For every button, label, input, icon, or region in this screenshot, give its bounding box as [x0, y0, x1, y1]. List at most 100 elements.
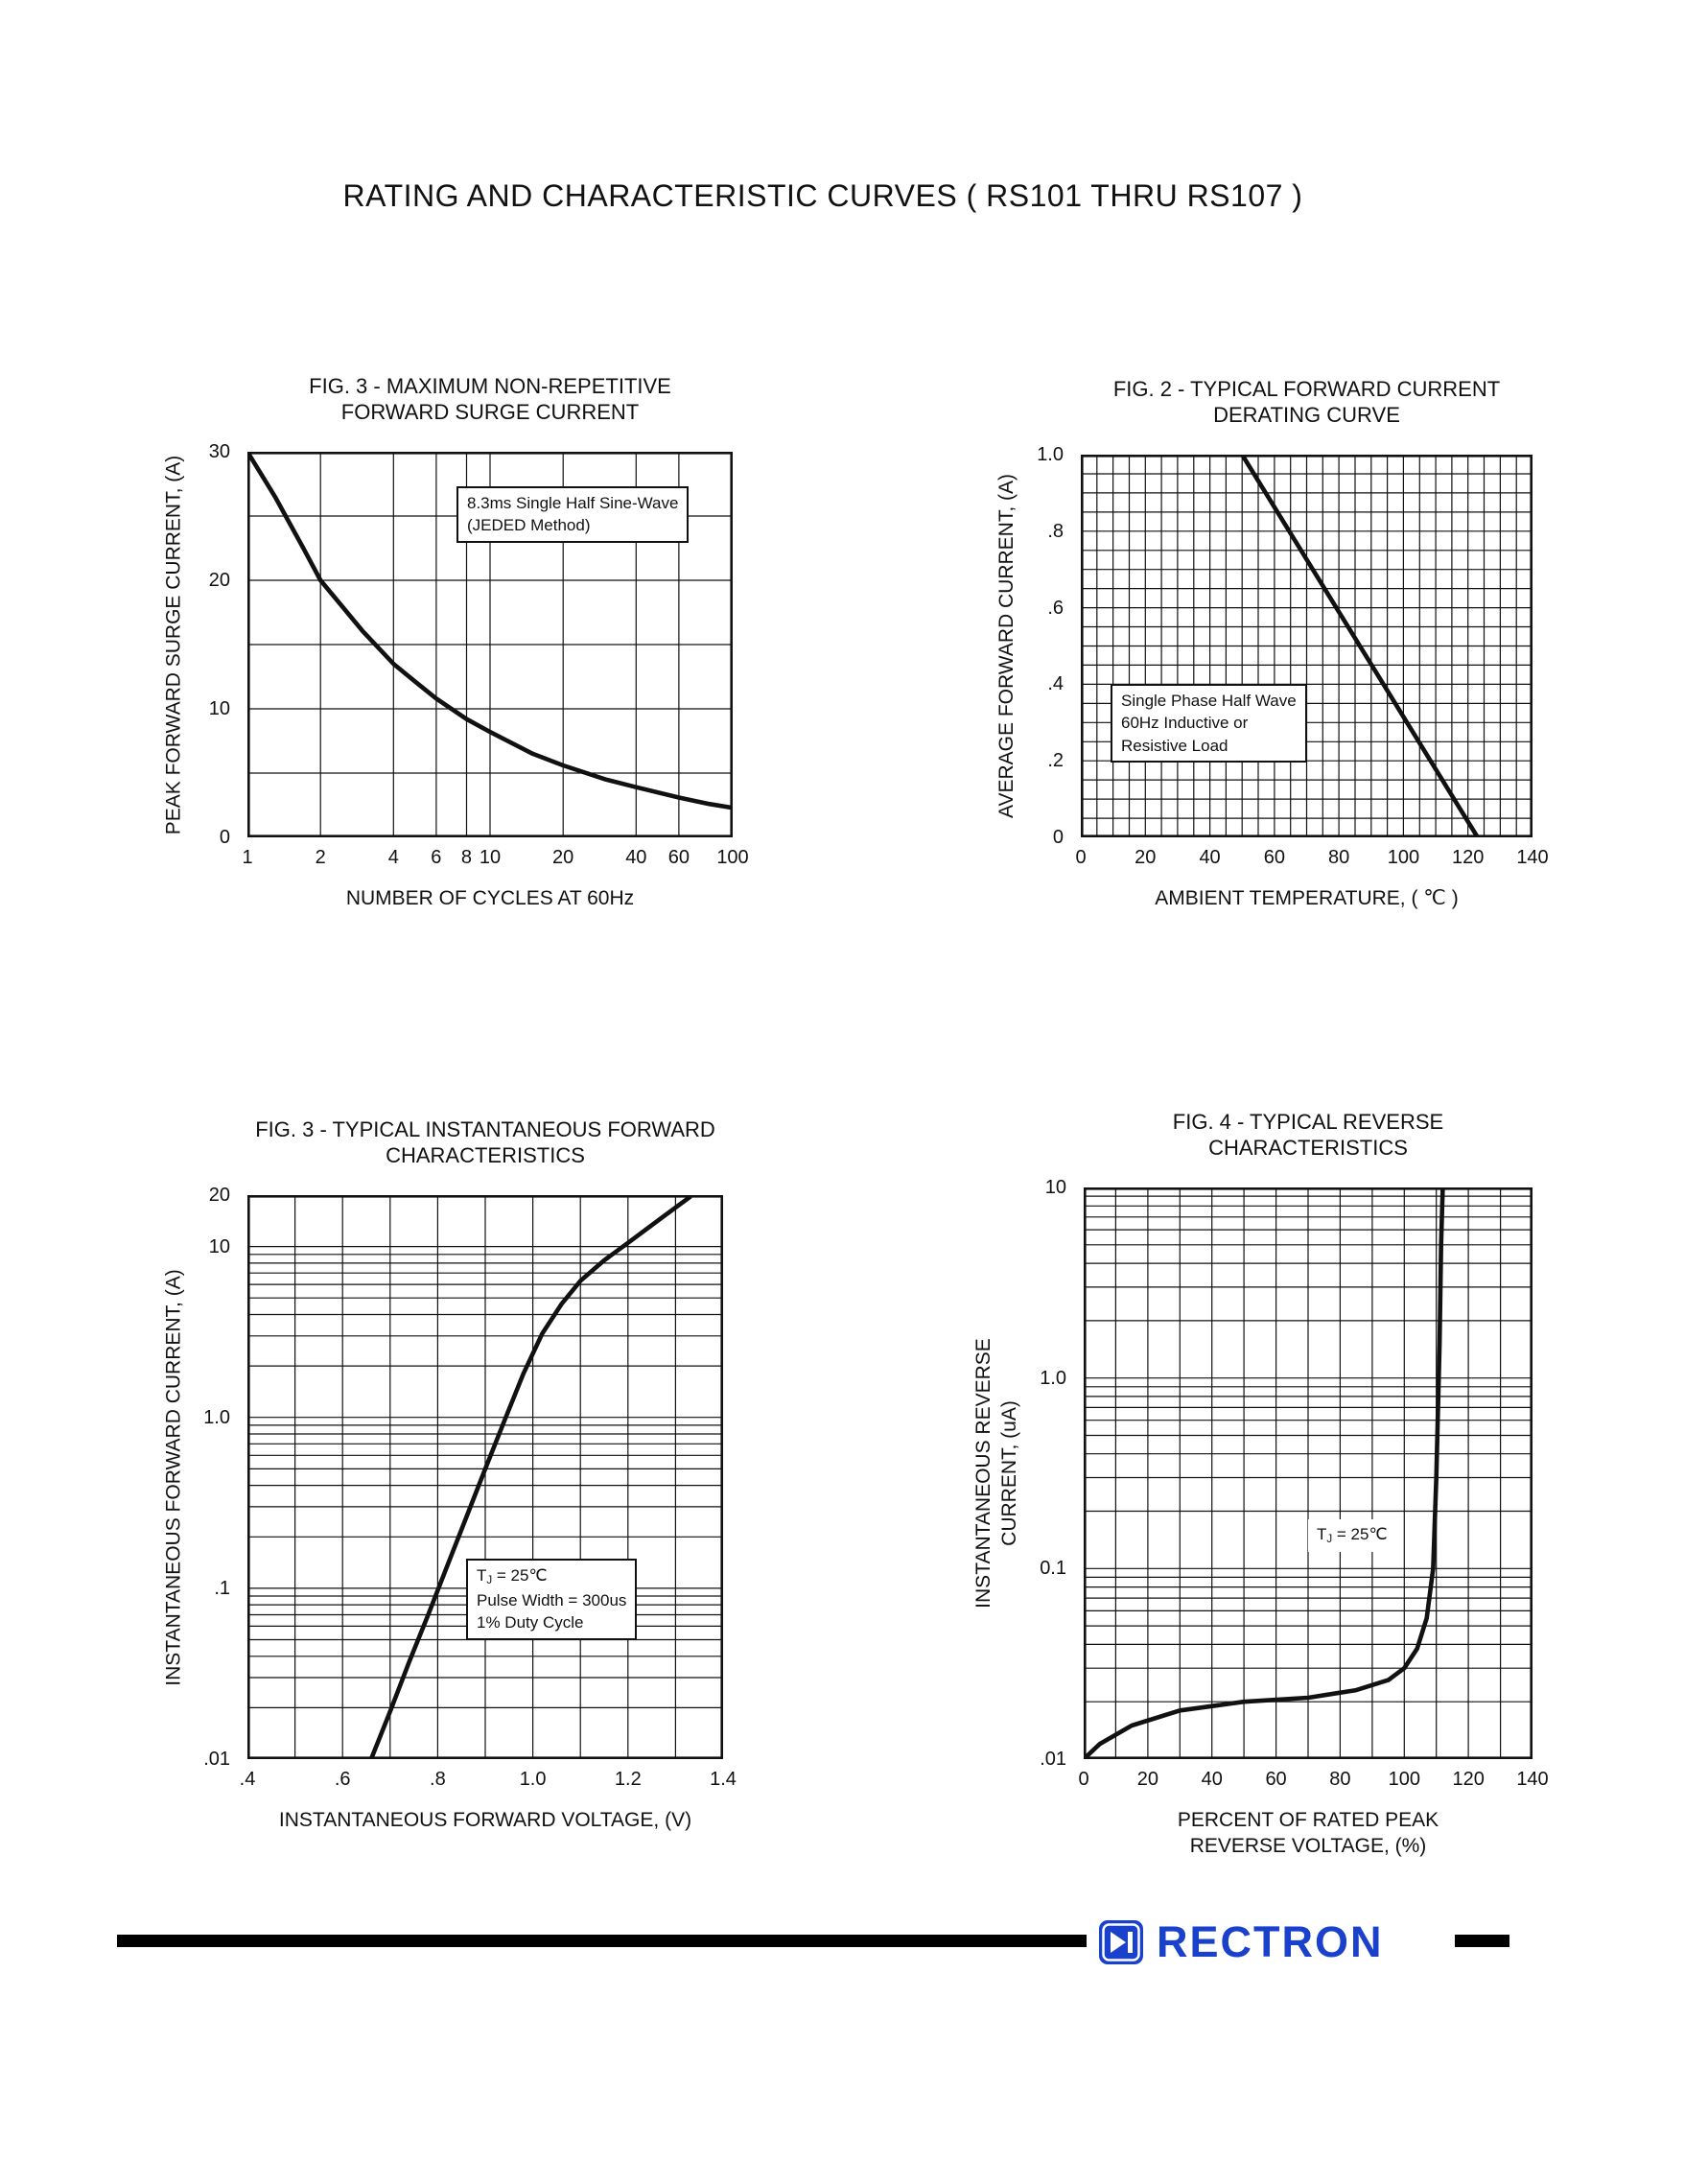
- chart-title-line: CHARACTERISTICS: [386, 1143, 585, 1167]
- x-tick-label: 60: [1263, 847, 1285, 868]
- x-axis-label-line: NUMBER OF CYCLES AT 60Hz: [345, 887, 635, 909]
- x-axis-label-reverse-characteristics: PERCENT OF RATED PEAK REVERSE VOLTAGE, (%…: [982, 1807, 1634, 1859]
- chart-title-line: DERATING CURVE: [1213, 403, 1400, 427]
- x-axis-label-line: PERCENT OF RATED PEAK: [1177, 1809, 1439, 1831]
- y-axis-label-forward-characteristics: INSTANTANEOUS FORWARD CURRENT, (A): [160, 1195, 186, 1759]
- curve-instantaneous-reverse-current: [1081, 1185, 1445, 1762]
- x-tick-label: 40: [1201, 1769, 1223, 1790]
- x-tick-label: 20: [552, 847, 574, 868]
- annotation-line: Pulse Width = 300us: [477, 1590, 627, 1609]
- y-tick-label: .2: [1047, 750, 1064, 772]
- x-tick-label: 10: [479, 847, 502, 868]
- y-tick-label: 20: [208, 1185, 230, 1206]
- y-axis-label-line: AVERAGE FORWARD CURRENT, (A): [995, 474, 1018, 818]
- x-axis-label-forward-characteristics: INSTANTANEOUS FORWARD VOLTAGE, (V): [159, 1807, 811, 1833]
- y-tick-label: 1.0: [1040, 1367, 1066, 1389]
- x-tick-label: 0: [1078, 1769, 1089, 1790]
- x-tick-label: .8: [430, 1769, 446, 1790]
- y-axis-label-line: INSTANTANEOUS REVERSE: [972, 1338, 994, 1609]
- chart-title-line: FIG. 3 - MAXIMUM NON-REPETITIVE: [309, 374, 671, 398]
- x-tick-label: 1.0: [519, 1769, 547, 1790]
- annotation-line: 8.3ms Single Half Sine-Wave: [467, 494, 679, 512]
- plot-area-derating-curve: [1078, 452, 1533, 840]
- annotation-line: Single Phase Half Wave: [1121, 692, 1297, 710]
- plot-grid-derating-curve: [1078, 452, 1533, 840]
- y-tick-label: 10: [208, 698, 230, 719]
- y-tick-label: .4: [1047, 673, 1064, 695]
- plot-area-reverse-characteristics: [1081, 1185, 1533, 1762]
- chart-title-line: FIG. 2 - TYPICAL FORWARD CURRENT: [1112, 377, 1501, 401]
- annotation-line: Resistive Load: [1121, 736, 1228, 755]
- chart-annotation: Single Phase Half Wave 60Hz Inductive or R…: [1111, 684, 1307, 763]
- y-tick-label: 0.1: [1040, 1558, 1066, 1580]
- chart-annotation: TJ = 25℃ Pulse Width = 300us 1% Duty Cycle: [466, 1559, 638, 1640]
- y-tick-label: .8: [1047, 520, 1064, 542]
- x-tick-label: 1: [242, 847, 253, 868]
- y-tick-label: .6: [1047, 597, 1064, 619]
- x-tick-label: .6: [334, 1769, 351, 1790]
- x-tick-label: 1.4: [710, 1769, 737, 1790]
- curve-instantaneous-forward-current: [368, 1194, 692, 1762]
- x-tick-label: 100: [716, 847, 749, 868]
- x-tick-label: 4: [387, 847, 399, 868]
- x-tick-label: 140: [1516, 1769, 1549, 1790]
- x-tick-label: 140: [1516, 847, 1549, 868]
- chart-title-reverse-characteristics: FIG. 4 - TYPICAL REVERSE CHARACTERISTICS: [982, 1109, 1634, 1161]
- x-tick-label: 60: [667, 847, 690, 868]
- y-axis-label-line: PEAK FORWARD SURGE CURRENT, (A): [162, 455, 184, 834]
- y-tick-label: 30: [208, 441, 230, 462]
- annotation-line: TJ = 25℃: [1317, 1525, 1388, 1545]
- y-tick-label: 0: [1052, 827, 1064, 848]
- y-tick-label: .01: [203, 1749, 230, 1770]
- diode-logo-icon: [1099, 1919, 1143, 1964]
- y-tick-label: .1: [214, 1577, 230, 1599]
- y-tick-label: 1.0: [203, 1406, 230, 1428]
- y-axis-label-surge-current: PEAK FORWARD SURGE CURRENT, (A): [160, 452, 186, 837]
- x-tick-label: 100: [1388, 1769, 1420, 1790]
- x-axis-label-line: REVERSE VOLTAGE, (%): [1189, 1835, 1427, 1857]
- x-tick-label: 100: [1387, 847, 1420, 868]
- x-tick-label: 20: [1135, 847, 1157, 868]
- y-tick-label: 10: [208, 1235, 230, 1257]
- rectron-logo: RECTRON: [1087, 1915, 1455, 1968]
- curve-average-forward-current: [1078, 452, 1481, 840]
- x-axis-label-line: AMBIENT TEMPERATURE, ( ℃ ): [1155, 887, 1459, 909]
- x-tick-label: 120: [1452, 847, 1485, 868]
- chart-title-line: CHARACTERISTICS: [1208, 1136, 1408, 1160]
- chart-title-line: FORWARD SURGE CURRENT: [340, 400, 640, 424]
- brand-name: RECTRON: [1157, 1917, 1384, 1966]
- x-tick-label: 8: [460, 847, 473, 868]
- x-tick-label: 60: [1265, 1769, 1287, 1790]
- x-tick-label: 80: [1328, 847, 1350, 868]
- y-axis-label-reverse-characteristics: INSTANTANEOUS REVERSE CURRENT, (uA): [971, 1187, 1022, 1759]
- y-tick-label: 0: [219, 827, 230, 848]
- x-axis-label-derating-curve: AMBIENT TEMPERATURE, ( ℃ ): [981, 885, 1633, 911]
- curve-peak-forward-surge-current: [245, 449, 736, 810]
- x-tick-label: 20: [1136, 1769, 1158, 1790]
- y-tick-label: 20: [208, 570, 230, 591]
- x-tick-label: 40: [1199, 847, 1221, 868]
- plot-grid-reverse-characteristics: [1081, 1185, 1533, 1762]
- y-axis-label-line: CURRENT, (uA): [998, 1400, 1020, 1546]
- plot-grid-forward-characteristics: [246, 1194, 724, 1762]
- page-title: RATING AND CHARACTERISTIC CURVES ( RS101…: [342, 178, 1303, 213]
- y-tick-label: 10: [1044, 1177, 1066, 1198]
- chart-annotation: 8.3ms Single Half Sine-Wave (JEDED Method…: [456, 486, 690, 543]
- chart-title-derating-curve: FIG. 2 - TYPICAL FORWARD CURRENT DERATING…: [981, 376, 1633, 428]
- x-tick-label: 2: [315, 847, 326, 868]
- plot-area-forward-characteristics: [246, 1194, 724, 1762]
- x-tick-label: 1.2: [614, 1769, 642, 1790]
- y-tick-label: .01: [1040, 1749, 1066, 1770]
- y-axis-label-line: INSTANTANEOUS FORWARD CURRENT, (A): [162, 1268, 184, 1686]
- y-axis-label-derating-curve: AVERAGE FORWARD CURRENT, (A): [994, 455, 1019, 837]
- x-tick-label: .4: [239, 1769, 256, 1790]
- chart-title-line: FIG. 3 - TYPICAL INSTANTANEOUS FORWARD: [255, 1117, 715, 1141]
- annotation-line: (JEDED Method): [467, 516, 591, 535]
- y-tick-label: 1.0: [1037, 444, 1064, 465]
- chart-title-line: FIG. 4 - TYPICAL REVERSE: [1172, 1110, 1444, 1134]
- x-tick-label: 40: [625, 847, 647, 868]
- x-tick-label: 120: [1452, 1769, 1485, 1790]
- x-axis-label-surge-current: NUMBER OF CYCLES AT 60Hz: [164, 885, 816, 911]
- chart-title-forward-characteristics: FIG. 3 - TYPICAL INSTANTANEOUS FORWARD CH…: [159, 1116, 811, 1168]
